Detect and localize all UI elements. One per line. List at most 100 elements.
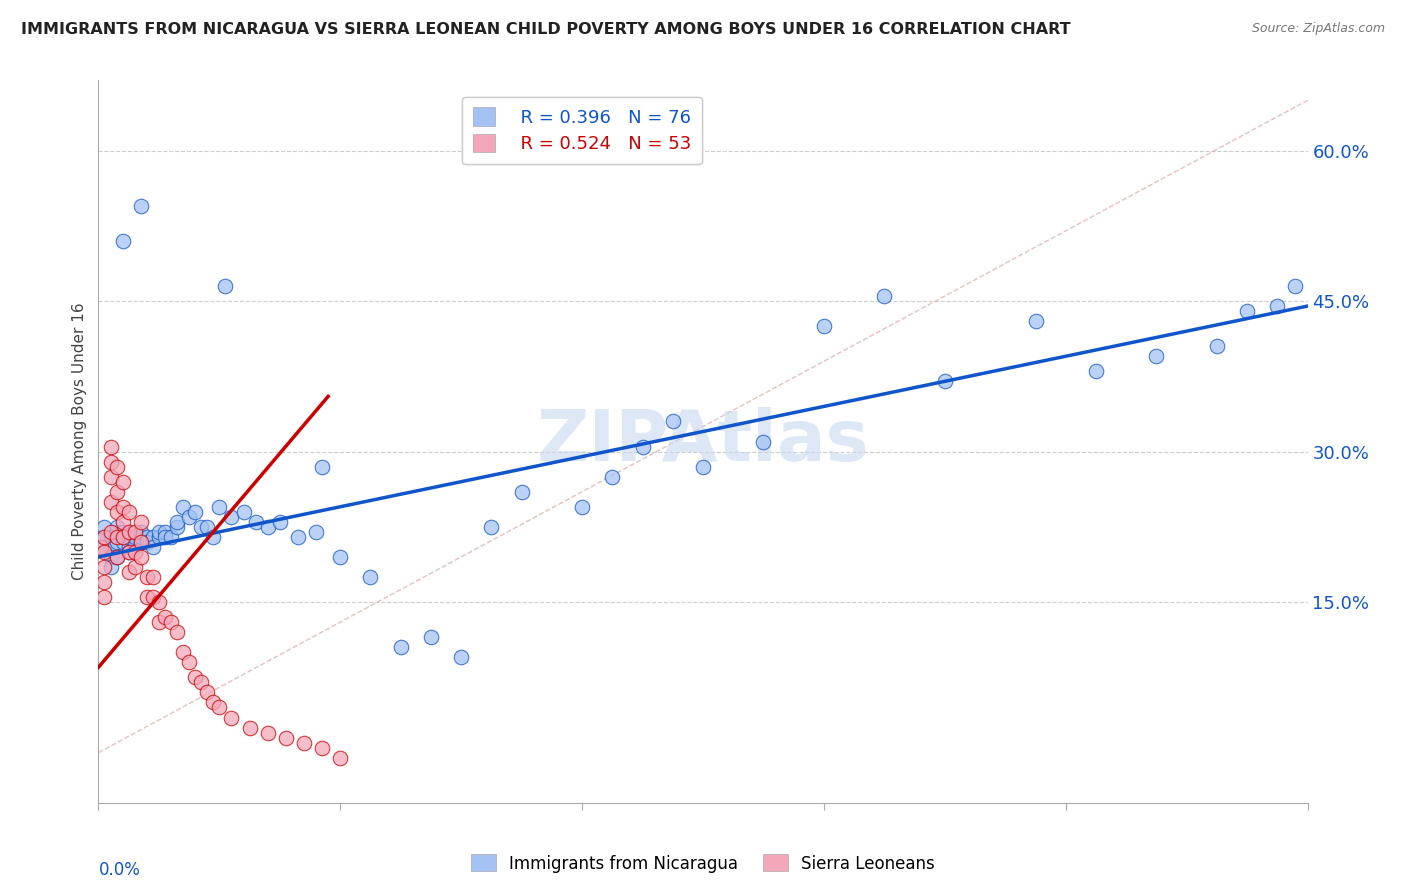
Point [389, 640, 412, 655]
Point [118, 565, 141, 579]
Point [93, 520, 115, 534]
Point [153, 530, 176, 544]
Point [172, 500, 194, 514]
Point [100, 560, 122, 574]
Point [148, 530, 170, 544]
Point [329, 750, 352, 764]
Point [135, 530, 157, 544]
Point [129, 199, 152, 213]
Point [105, 530, 128, 544]
Point [124, 545, 146, 559]
Point [166, 520, 188, 534]
Text: Source: ZipAtlas.com: Source: ZipAtlas.com [1251, 22, 1385, 36]
Point [93, 530, 115, 544]
Point [202, 530, 225, 544]
Point [232, 505, 254, 519]
Point [118, 505, 141, 519]
Point [129, 535, 152, 549]
Point [105, 459, 128, 474]
Point [111, 530, 134, 544]
Point [172, 645, 194, 659]
Point [934, 375, 956, 389]
Point [105, 505, 128, 519]
Point [93, 540, 115, 554]
Point [1085, 364, 1108, 378]
Point [142, 540, 165, 554]
Point [100, 455, 122, 469]
Point [221, 710, 243, 724]
Point [311, 740, 333, 755]
Point [142, 530, 165, 544]
Point [208, 500, 231, 514]
Point [160, 530, 183, 544]
Point [329, 549, 352, 564]
Point [305, 524, 328, 539]
Point [510, 484, 533, 499]
Point [148, 595, 170, 609]
Point [105, 535, 128, 549]
Point [269, 515, 291, 529]
Point [1206, 339, 1229, 353]
Point [166, 515, 188, 529]
Point [135, 570, 157, 584]
Point [129, 524, 152, 539]
Point [124, 540, 146, 554]
Point [118, 530, 141, 544]
Point [124, 560, 146, 574]
Point [873, 289, 896, 303]
Point [1236, 304, 1258, 318]
Point [135, 590, 157, 604]
Point [142, 570, 165, 584]
Point [111, 515, 134, 529]
Point [118, 545, 141, 559]
Point [179, 655, 201, 669]
Point [105, 520, 128, 534]
Point [100, 440, 122, 454]
Point [245, 515, 267, 529]
Point [692, 459, 714, 474]
Point [105, 549, 128, 564]
Legend: Immigrants from Nicaragua, Sierra Leoneans: Immigrants from Nicaragua, Sierra Leonea… [464, 847, 942, 880]
Point [256, 520, 278, 534]
Point [111, 530, 134, 544]
Point [142, 590, 165, 604]
Point [148, 524, 170, 539]
Point [124, 535, 146, 549]
Point [100, 530, 122, 544]
Point [450, 650, 472, 665]
Point [100, 540, 122, 554]
Point [111, 500, 134, 514]
Point [184, 505, 207, 519]
Point [752, 434, 775, 449]
Point [166, 625, 188, 640]
Point [214, 279, 236, 293]
Point [190, 675, 212, 690]
Point [813, 319, 835, 334]
Point [111, 475, 134, 489]
Point [129, 530, 152, 544]
Text: IMMIGRANTS FROM NICARAGUA VS SIERRA LEONEAN CHILD POVERTY AMONG BOYS UNDER 16 CO: IMMIGRANTS FROM NICARAGUA VS SIERRA LEON… [21, 22, 1071, 37]
Point [111, 234, 134, 248]
Point [481, 520, 503, 534]
Text: 0.0%: 0.0% [98, 861, 141, 879]
Point [105, 530, 128, 544]
Point [1267, 299, 1289, 313]
Point [100, 469, 122, 483]
Point [105, 524, 128, 539]
Point [202, 696, 225, 710]
Point [1284, 279, 1306, 293]
Point [93, 560, 115, 574]
Point [1144, 349, 1167, 363]
Point [221, 509, 243, 524]
Point [124, 524, 146, 539]
Point [274, 731, 297, 745]
Point [195, 520, 218, 534]
Point [239, 721, 262, 735]
Point [208, 700, 231, 714]
Point [118, 524, 141, 539]
Point [124, 530, 146, 544]
Point [256, 725, 278, 739]
Point [190, 520, 212, 534]
Point [160, 615, 183, 630]
Point [153, 610, 176, 624]
